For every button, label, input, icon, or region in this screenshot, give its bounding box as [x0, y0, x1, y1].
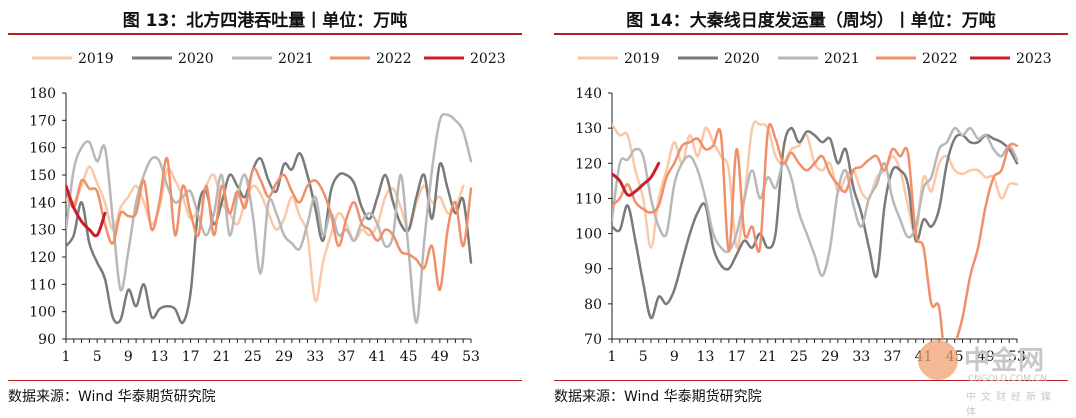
x-tick-label: 13: [697, 349, 715, 365]
legend-label: 2019: [78, 51, 114, 67]
x-tick-label: 53: [462, 349, 480, 365]
x-tick-label: 5: [93, 349, 102, 365]
y-tick-label: 180: [29, 86, 56, 102]
legend-label: 2020: [724, 51, 760, 67]
y-tick-label: 90: [38, 332, 56, 348]
series-line-2022: [612, 123, 1019, 339]
x-tick-label: 25: [790, 349, 808, 365]
chart-left-svg: 90 100 110 120 130 140 150 160 170 180 1 5 9 13 17 21 25…: [29, 51, 506, 365]
x-tick-label: 1: [608, 349, 617, 365]
y-tick-label: 110: [575, 191, 602, 207]
x-tick-label: 49: [431, 349, 449, 365]
x-tick-label: 9: [670, 349, 679, 365]
series-line-2022: [66, 157, 473, 292]
series-line-2020: [612, 126, 1019, 320]
legend-label: 2019: [624, 51, 660, 67]
y-tick-label: 170: [29, 113, 56, 129]
chart-title: 图 14：大秦线日度发运量（周均）丨单位：万吨: [626, 11, 996, 31]
x-tick-label: 17: [182, 349, 200, 365]
y-tick-label: 140: [575, 86, 602, 102]
y-tick-label: 160: [29, 141, 56, 157]
x-tick-label: 29: [275, 349, 293, 365]
watermark-text: 中金网: [964, 346, 1046, 376]
x-tick-label: 13: [151, 349, 169, 365]
x-tick-label: 33: [852, 349, 870, 365]
chart-panel-right: 图 14：大秦线日度发运量（周均）丨单位：万吨 70 80 90 100 110 120 1…: [546, 0, 1076, 413]
x-tick-label: 9: [124, 349, 133, 365]
legend-label: 2020: [178, 51, 214, 67]
y-tick-label: 90: [584, 262, 602, 278]
series-line-2023: [612, 161, 661, 197]
watermark-url: CNGOLD.COM.CN: [968, 374, 1047, 384]
chart-source: 数据来源：Wind 华泰期货研究院: [8, 389, 216, 405]
legend-label: 2021: [824, 51, 860, 67]
legend-label: 2022: [922, 51, 958, 67]
y-tick-label: 150: [29, 168, 56, 184]
watermark-sub: 中文财经新媒体: [966, 392, 1056, 418]
x-tick-label: 21: [213, 349, 231, 365]
y-tick-label: 120: [575, 156, 602, 172]
x-tick-label: 45: [400, 349, 418, 365]
source-rule: [8, 380, 522, 381]
chart-right-svg: 7080901001101201301401591317212529333741…: [575, 51, 1052, 365]
chart-panel-left: 图 13：北方四港吞吐量丨单位：万吨 90 100 110 120 130 140 150 1…: [0, 0, 530, 413]
title-rule: [8, 33, 522, 35]
legend-label: 2023: [470, 51, 506, 67]
y-tick-label: 130: [575, 121, 602, 137]
logo-circle-icon: [918, 340, 958, 380]
x-tick-label: 37: [337, 349, 355, 365]
x-tick-label: 25: [244, 349, 262, 365]
legend-label: 2022: [376, 51, 412, 67]
chart-source: 数据来源：Wind 华泰期货研究院: [554, 389, 762, 405]
y-tick-label: 70: [584, 332, 602, 348]
legend-label: 2021: [278, 51, 314, 67]
x-tick-label: 41: [369, 349, 387, 365]
x-tick-label: 53: [1008, 349, 1026, 365]
chart-title: 图 13：北方四港吞吐量丨单位：万吨: [122, 11, 408, 31]
y-tick-label: 100: [29, 305, 56, 321]
y-tick-label: 120: [29, 250, 56, 266]
x-tick-label: 17: [728, 349, 746, 365]
x-tick-label: 49: [977, 349, 995, 365]
series-line-2021: [612, 126, 1019, 277]
x-tick-label: 29: [821, 349, 839, 365]
watermark-logo: 中金网 CNGOLD.COM.CN 中文财经新媒体: [916, 336, 1066, 418]
y-tick-label: 100: [575, 227, 602, 243]
y-tick-label: 110: [29, 277, 56, 293]
title-rule: [554, 33, 1068, 35]
x-tick-label: 5: [639, 349, 648, 365]
y-tick-label: 80: [584, 297, 602, 313]
source-rule: [554, 380, 1068, 381]
series-line-2023: [66, 184, 107, 238]
y-tick-label: 130: [29, 223, 56, 239]
x-tick-label: 37: [883, 349, 901, 365]
series-line-2019: [612, 120, 1019, 249]
y-tick-label: 140: [29, 195, 56, 211]
x-tick-label: 21: [759, 349, 777, 365]
series-line-2021: [66, 112, 473, 324]
series-line-2020: [66, 151, 473, 325]
x-tick-label: 33: [306, 349, 324, 365]
x-tick-label: 1: [62, 349, 71, 365]
legend-label: 2023: [1016, 51, 1052, 67]
